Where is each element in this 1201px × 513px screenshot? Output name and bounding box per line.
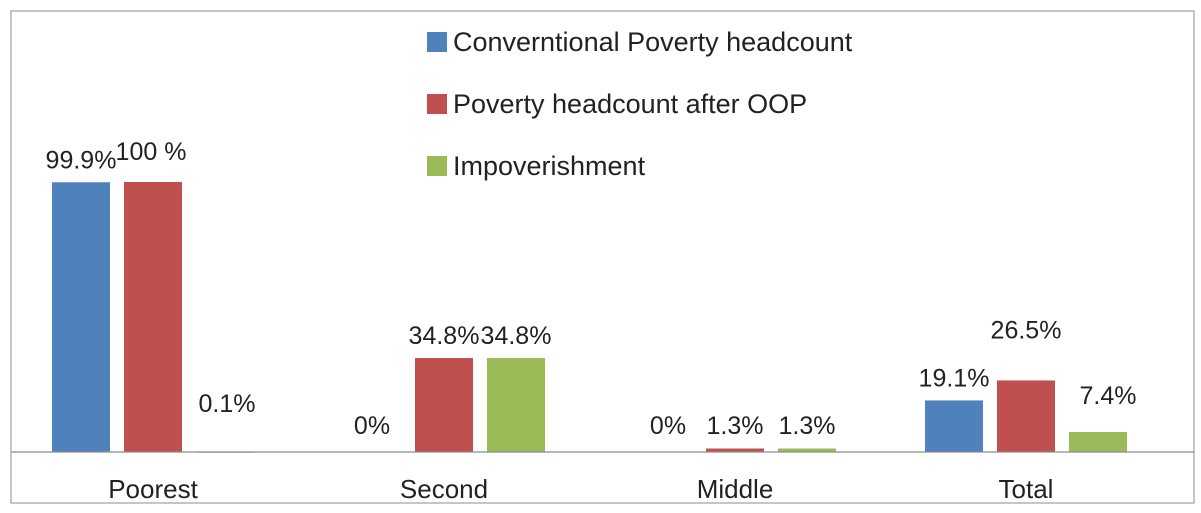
- data-label-converntional-poverty-headcount-total: 19.1%: [919, 364, 990, 392]
- data-label-impoverishment-middle: 1.3%: [779, 412, 836, 440]
- data-label-converntional-poverty-headcount-middle: 0%: [650, 412, 686, 440]
- legend-label-impoverishment: Impoverishment: [453, 151, 646, 181]
- legend-item-poverty-headcount-after-oop: Poverty headcount after OOP: [427, 89, 807, 119]
- data-label-poverty-headcount-after-oop-total: 26.5%: [991, 316, 1062, 344]
- legend-swatch-impoverishment: [427, 156, 447, 176]
- data-label-impoverishment-second: 34.8%: [481, 322, 552, 350]
- bar-poverty-headcount-after-oop-total: [997, 380, 1055, 452]
- chart-border: [10, 10, 1195, 504]
- data-label-converntional-poverty-headcount-poorest: 99.9%: [46, 146, 117, 174]
- legend-swatch-converntional-poverty-headcount: [427, 32, 447, 52]
- bar-converntional-poverty-headcount-poorest: [52, 182, 110, 452]
- data-labels: 99.9% 0% 0% 19.1% 100 % 34.8% 1.3% 26.5% 0.1% 34.…: [46, 138, 1137, 440]
- bar-impoverishment-second: [487, 358, 545, 452]
- bar-converntional-poverty-headcount-total: [925, 400, 983, 452]
- legend-item-impoverishment: Impoverishment: [427, 151, 646, 181]
- data-label-converntional-poverty-headcount-second: 0%: [354, 412, 390, 440]
- x-tick-label-second: Second: [400, 474, 488, 504]
- data-label-poverty-headcount-after-oop-poorest: 100 %: [116, 138, 187, 166]
- x-tick-label-middle: Middle: [697, 474, 774, 504]
- legend-item-converntional-poverty-headcount: Converntional Poverty headcount: [427, 27, 853, 57]
- legend-label-poverty-headcount-after-oop: Poverty headcount after OOP: [453, 89, 807, 119]
- data-label-poverty-headcount-after-oop-middle: 1.3%: [707, 412, 764, 440]
- legend: Converntional Poverty headcount Poverty h…: [427, 27, 853, 181]
- bar-poverty-headcount-after-oop-second: [415, 358, 473, 452]
- data-label-impoverishment-poorest: 0.1%: [199, 390, 256, 418]
- x-tick-label-total: Total: [999, 474, 1054, 504]
- bar-poverty-headcount-after-oop-middle: [706, 448, 764, 452]
- x-tick-label-poorest: Poorest: [108, 474, 198, 504]
- x-axis-ticks: Poorest Second Middle Total: [108, 474, 1053, 504]
- legend-swatch-poverty-headcount-after-oop: [427, 94, 447, 114]
- legend-label-converntional-poverty-headcount: Converntional Poverty headcount: [453, 27, 853, 57]
- data-label-poverty-headcount-after-oop-second: 34.8%: [409, 322, 480, 350]
- bar-impoverishment-total: [1069, 432, 1127, 452]
- bars: [52, 182, 1127, 453]
- bar-impoverishment-middle: [778, 448, 836, 452]
- bar-poverty-headcount-after-oop-poorest: [124, 182, 182, 452]
- data-label-impoverishment-total: 7.4%: [1080, 382, 1137, 410]
